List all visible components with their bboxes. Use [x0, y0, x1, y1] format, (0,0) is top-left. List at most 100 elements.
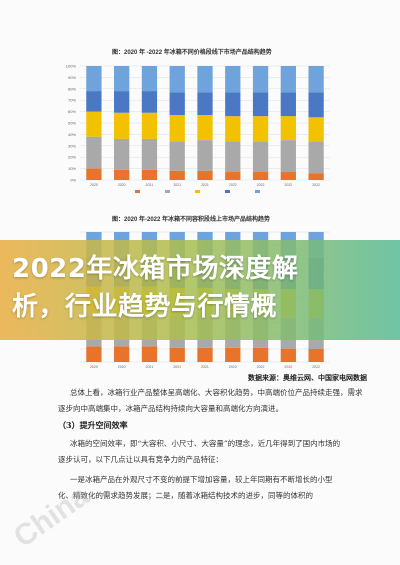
x-tick-label: 2022: [257, 183, 265, 187]
bar-segment: [252, 92, 269, 117]
x-tick-label: 2022: [257, 365, 265, 369]
legend-swatch: [225, 190, 230, 193]
figure1-title: 图：2020 年 -2022 年冰箱不同价格段线下市场产品结构趋势: [112, 50, 272, 56]
bar-segment: [86, 66, 102, 92]
paragraph-1-line-2: 逐步向中高端集中，冰箱产品结构持续向大容量和高端化方向演进。: [58, 404, 283, 413]
bar-segment: [169, 170, 185, 180]
y-tick-label: 50%: [68, 121, 76, 126]
bar-segment: [252, 172, 269, 180]
x-tick-label: 2021: [146, 365, 154, 369]
x-tick-label: 2021: [146, 183, 154, 187]
paragraph-1-line-1: 总体上看，冰箱行业产品整体呈高端化、大容积化趋势，中高端价位产品持续走强，需求: [70, 388, 363, 397]
x-tick-label: 2020: [90, 365, 98, 369]
headline[interactable]: 2022年冰箱市场深度解 析，行业趋势与行情概: [12, 250, 392, 326]
bar-segment: [197, 140, 213, 171]
x-tick-label: 2022: [284, 183, 292, 187]
bar-segment: [197, 66, 213, 93]
bar-segment: [308, 92, 324, 118]
y-tick-label: 20%: [68, 155, 76, 160]
x-tick-label: 2022: [229, 365, 237, 369]
bar-segment: [280, 172, 296, 180]
bar-segment: [252, 141, 269, 173]
bar-segment: [141, 346, 158, 362]
data-source-label: 数据来源：奥维云网、中国家电网数据: [248, 375, 367, 382]
bar-segment: [252, 66, 269, 93]
bar-segment: [308, 117, 324, 142]
legend-swatch: [165, 190, 170, 193]
bar-segment: [280, 66, 296, 93]
bar-segment: [141, 112, 158, 139]
headline-line-2: 析，行业趋势与行情概: [12, 292, 278, 322]
bar-segment: [252, 116, 269, 142]
x-tick-label: 2022: [284, 365, 292, 369]
bar-segment: [197, 115, 213, 141]
legend-swatch: [195, 190, 200, 193]
bar-segment: [141, 91, 158, 113]
paragraph-3-line-2: 化、精致化的需求趋势发展；二是，随着冰箱结构技术的进步，同等的体积的: [58, 491, 313, 500]
bar-segment: [114, 169, 130, 180]
bar-segment: [114, 66, 130, 92]
paragraph-2-line-1: 冰箱的空间效率，即“大容积、小尺寸、大容量”的理念，近几年得到了国内市场的: [70, 439, 341, 448]
x-tick-label: 2022: [312, 183, 320, 187]
bar-segment: [308, 141, 324, 174]
bar-segment: [169, 115, 185, 142]
x-tick-label: 2020: [90, 183, 98, 187]
x-tick-label: 2021: [173, 365, 181, 369]
x-tick-label: 2021: [201, 365, 209, 369]
bar-segment: [197, 92, 213, 116]
bar-segment: [114, 346, 130, 362]
y-tick-label: 30%: [68, 143, 76, 148]
y-tick-label: 80%: [68, 86, 76, 91]
bar-segment: [280, 116, 296, 141]
bar-segment: [114, 112, 130, 139]
y-tick-label: 0%: [70, 178, 76, 183]
bar-segment: [169, 92, 185, 116]
bar-segment: [225, 116, 241, 142]
y-tick-label: 10%: [68, 166, 76, 171]
bar-segment: [169, 141, 185, 171]
bar-segment: [169, 347, 185, 362]
bar-segment: [225, 347, 241, 362]
bar-segment: [114, 138, 130, 170]
bar-segment: [280, 92, 296, 117]
y-tick-label: 90%: [68, 75, 76, 80]
y-tick-label: 100%: [66, 64, 77, 69]
paragraph-3-line-1: 一是冰箱产品在外观尺寸不变的前提下增加容量，较上年同期有不断增长的小型: [70, 475, 333, 484]
headline-line-1: 2022年冰箱市场深度解: [12, 254, 299, 284]
x-tick-label: 2022: [229, 183, 237, 187]
y-tick-label: 60%: [68, 109, 76, 114]
bar-segment: [86, 111, 102, 137]
bar-segment: [225, 66, 241, 93]
bar-segment: [308, 173, 324, 180]
volume-segment-chart: 2020 2020 2021 2021 2021 2022 2022 2022 2022: [80, 231, 330, 369]
bar-segment: [86, 168, 102, 180]
paragraph-2-line-2: 逐步认可，以下几点让以具有竞争力的产品特征：: [58, 455, 223, 464]
bar-segment: [225, 141, 241, 173]
y-tick-label: 70%: [68, 98, 76, 103]
price-segment-chart: 0% 10% 20% 30% 40% 50% 60% 70% 80% 90% 100% 2020 202…: [66, 64, 330, 193]
x-tick-label: 2021: [201, 183, 209, 187]
figure2-title: 图：2020 年-2022 年冰箱不同容积段线上市场产品结构趋势: [112, 217, 271, 223]
bar-segment: [114, 91, 130, 113]
bar-segment: [197, 347, 213, 362]
bar-segment: [252, 347, 269, 362]
bar-segment: [169, 66, 185, 93]
section-heading: （3）提升空间效率: [58, 420, 128, 430]
bar-segment: [225, 172, 241, 180]
bar-segment: [308, 66, 324, 93]
x-tick-label: 2020: [118, 365, 126, 369]
bar-segment: [308, 349, 324, 362]
watermark: China: [7, 479, 95, 555]
bar-segment: [86, 136, 102, 169]
x-tick-label: 2022: [312, 365, 320, 369]
bar-segment: [197, 170, 213, 180]
bar-segment: [225, 92, 241, 117]
legend-swatch: [255, 190, 260, 193]
y-tick-label: 40%: [68, 132, 76, 137]
bar-segment: [141, 66, 158, 92]
bar-segment: [141, 169, 158, 180]
headline-banner: [0, 240, 400, 340]
x-tick-label: 2020: [118, 183, 126, 187]
bar-segment: [86, 91, 102, 112]
